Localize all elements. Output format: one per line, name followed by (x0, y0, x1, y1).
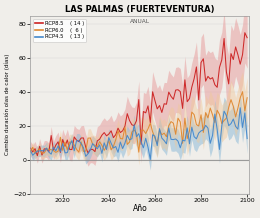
X-axis label: Año: Año (133, 204, 147, 213)
Text: ANUAL: ANUAL (130, 19, 150, 24)
Y-axis label: Cambio duración olas de calor (días): Cambio duración olas de calor (días) (5, 54, 10, 155)
Title: LAS PALMAS (FUERTEVENTURA): LAS PALMAS (FUERTEVENTURA) (65, 5, 215, 14)
Legend: RCP8.5    ( 14 ), RCP6.0    (  6 ), RCP4.5    ( 13 ): RCP8.5 ( 14 ), RCP6.0 ( 6 ), RCP4.5 ( 13… (33, 19, 86, 42)
